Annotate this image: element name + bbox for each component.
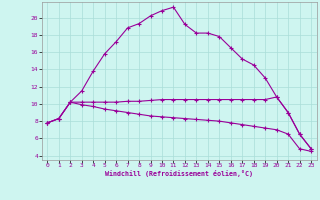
X-axis label: Windchill (Refroidissement éolien,°C): Windchill (Refroidissement éolien,°C) (105, 170, 253, 177)
